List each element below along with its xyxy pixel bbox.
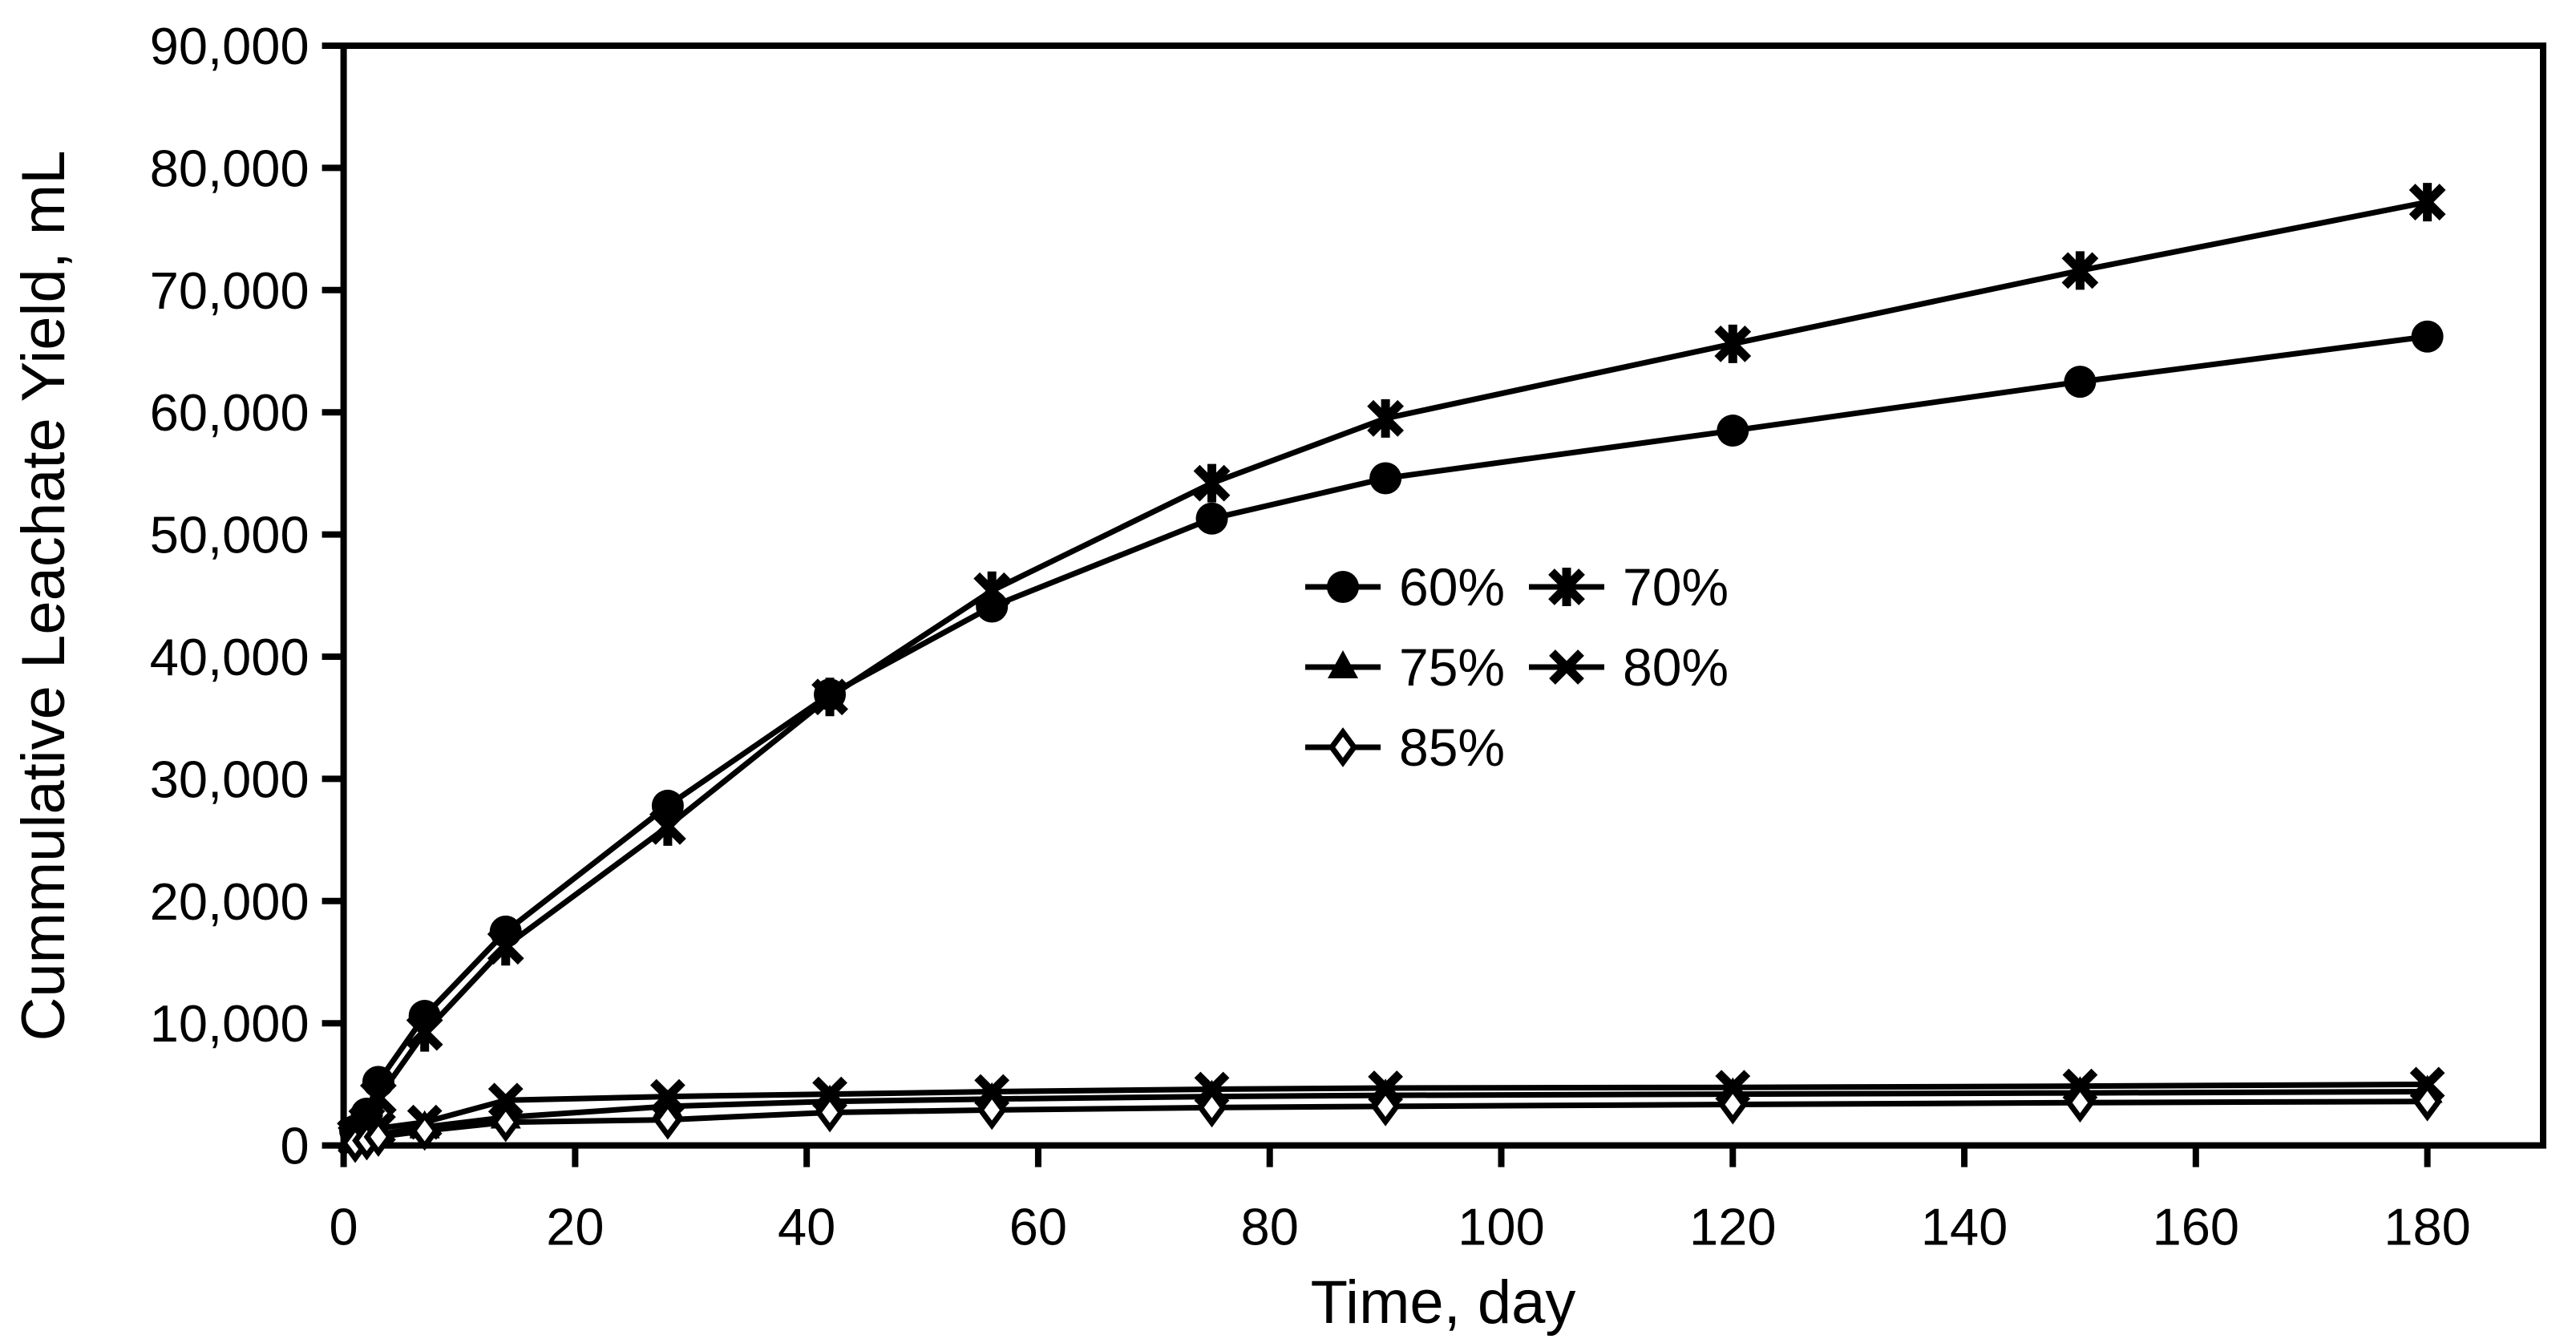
marker-85pct-diamond-icon (2412, 1081, 2442, 1122)
marker-85pct-diamond-icon (363, 1117, 394, 1157)
y-tick-label: 0 (280, 1117, 309, 1175)
diamond-shape (977, 1090, 1007, 1131)
marker-85pct-diamond-icon (1717, 1084, 1748, 1125)
marker-85pct-diamond-icon (410, 1110, 440, 1151)
diamond-shape (1328, 727, 1358, 767)
diamond-shape (491, 1102, 521, 1143)
diamond-shape (815, 1092, 845, 1133)
x-arm (487, 1082, 524, 1118)
y-tick-label: 50,000 (150, 506, 309, 564)
marker-80pct-x-icon (650, 1078, 685, 1114)
marker-70pct-asterisk-icon (649, 807, 686, 846)
circle-shape (1327, 571, 1359, 603)
diamond-shape (2412, 1081, 2442, 1122)
y-tick-label: 90,000 (150, 17, 309, 75)
y-axis-title: Cummulative Leachate Yield, mL (10, 150, 78, 1041)
diamond-shape (363, 1117, 394, 1157)
circle-shape (1369, 462, 1402, 495)
y-tick-label: 70,000 (150, 261, 309, 320)
marker-70pct-asterisk-icon (973, 571, 1011, 610)
legend-marker-x-icon (1549, 649, 1584, 685)
legend-item-label: 75% (1399, 637, 1505, 697)
x-tick-label: 60 (1009, 1198, 1067, 1256)
y-tick-label: 60,000 (150, 383, 309, 442)
marker-60pct-circle-icon (1717, 415, 1749, 447)
series-70pct-line (353, 199, 2428, 1138)
marker-70pct-asterisk-icon (1367, 398, 1404, 438)
marker-85pct-diamond-icon (815, 1092, 845, 1133)
series-60pct (339, 320, 2444, 1147)
marker-85pct-diamond-icon (1197, 1087, 1227, 1128)
diamond-shape (410, 1110, 440, 1151)
triangle-shape (1328, 650, 1358, 678)
series-70pct (337, 183, 2446, 1155)
legend-item-label: 60% (1399, 557, 1505, 617)
marker-85pct-diamond-icon (1370, 1086, 1401, 1127)
legend: 60% 70% 75% 80% 85% (1305, 557, 1729, 777)
circle-shape (2064, 366, 2097, 398)
x-arm (1549, 649, 1584, 685)
marker-70pct-asterisk-icon (1714, 324, 1752, 363)
legend-item-70pct: 70% (1529, 557, 1729, 617)
plot-area: 0 20 40 60 80 100 120 140 160 180 0 10,000 20,000 30,… (150, 17, 2546, 1256)
legend-marker-triangle-icon (1328, 650, 1358, 678)
legend-item-label: 85% (1399, 718, 1505, 777)
marker-85pct-diamond-icon (653, 1099, 683, 1140)
series-85pct (340, 1081, 2442, 1163)
y-tick-label: 40,000 (150, 628, 309, 686)
diamond-shape (1197, 1087, 1227, 1128)
circle-shape (1717, 415, 1749, 447)
legend-item-label: 80% (1623, 637, 1729, 697)
legend-marker-diamond-icon (1328, 727, 1358, 767)
legend-marker-asterisk-icon (1548, 568, 1585, 606)
legend-item-label: 70% (1623, 557, 1729, 617)
legend-marker-circle-icon (1327, 571, 1359, 603)
marker-85pct-diamond-icon (491, 1102, 521, 1143)
y-tick-label: 20,000 (150, 872, 309, 931)
marker-60pct-circle-icon (2064, 366, 2097, 398)
diamond-shape (1370, 1086, 1401, 1127)
series-layer (337, 183, 2446, 1163)
legend-item-60pct: 60% (1305, 557, 1505, 617)
marker-70pct-asterisk-icon (1193, 463, 1231, 503)
x-tick-label: 160 (2153, 1198, 2239, 1256)
x-tick-label: 0 (330, 1198, 358, 1256)
diamond-shape (2065, 1082, 2095, 1123)
x-arm (650, 1078, 685, 1114)
diamond-shape (1717, 1084, 1748, 1125)
legend-item-85pct: 85% (1305, 718, 1505, 777)
legend-item-80pct: 80% (1529, 637, 1729, 697)
marker-85pct-diamond-icon (977, 1090, 1007, 1131)
y-tick-label: 30,000 (150, 750, 309, 808)
marker-70pct-asterisk-icon (2061, 251, 2099, 290)
x-tick-label: 100 (1458, 1198, 1544, 1256)
series-60pct-line (353, 334, 2428, 1133)
diamond-shape (653, 1099, 683, 1140)
x-tick-label: 20 (546, 1198, 604, 1256)
x-tick-label: 40 (778, 1198, 835, 1256)
marker-60pct-circle-icon (1195, 502, 1228, 535)
x-tick-label: 140 (1921, 1198, 2008, 1256)
legend-item-75pct: 75% (1305, 637, 1505, 697)
marker-70pct-asterisk-icon (487, 927, 524, 966)
marker-70pct-asterisk-icon (360, 1078, 397, 1118)
marker-70pct-asterisk-icon (2408, 183, 2446, 222)
circle-shape (2411, 320, 2444, 353)
marker-60pct-circle-icon (2411, 320, 2444, 353)
marker-70pct-asterisk-icon (406, 1013, 443, 1052)
y-tick-label: 10,000 (150, 994, 309, 1053)
marker-80pct-x-icon (487, 1082, 524, 1118)
x-axis-title: Time, day (1311, 1268, 1576, 1337)
x-tick-label: 180 (2384, 1198, 2470, 1256)
marker-85pct-diamond-icon (2065, 1082, 2095, 1123)
circle-shape (1195, 502, 1228, 535)
y-tick-label: 80,000 (150, 139, 309, 197)
x-tick-label: 120 (1689, 1198, 1776, 1256)
marker-70pct-asterisk-icon (811, 678, 848, 717)
x-tick-label: 80 (1241, 1198, 1299, 1256)
plot-border (340, 42, 2546, 1149)
marker-60pct-circle-icon (1369, 462, 1402, 495)
